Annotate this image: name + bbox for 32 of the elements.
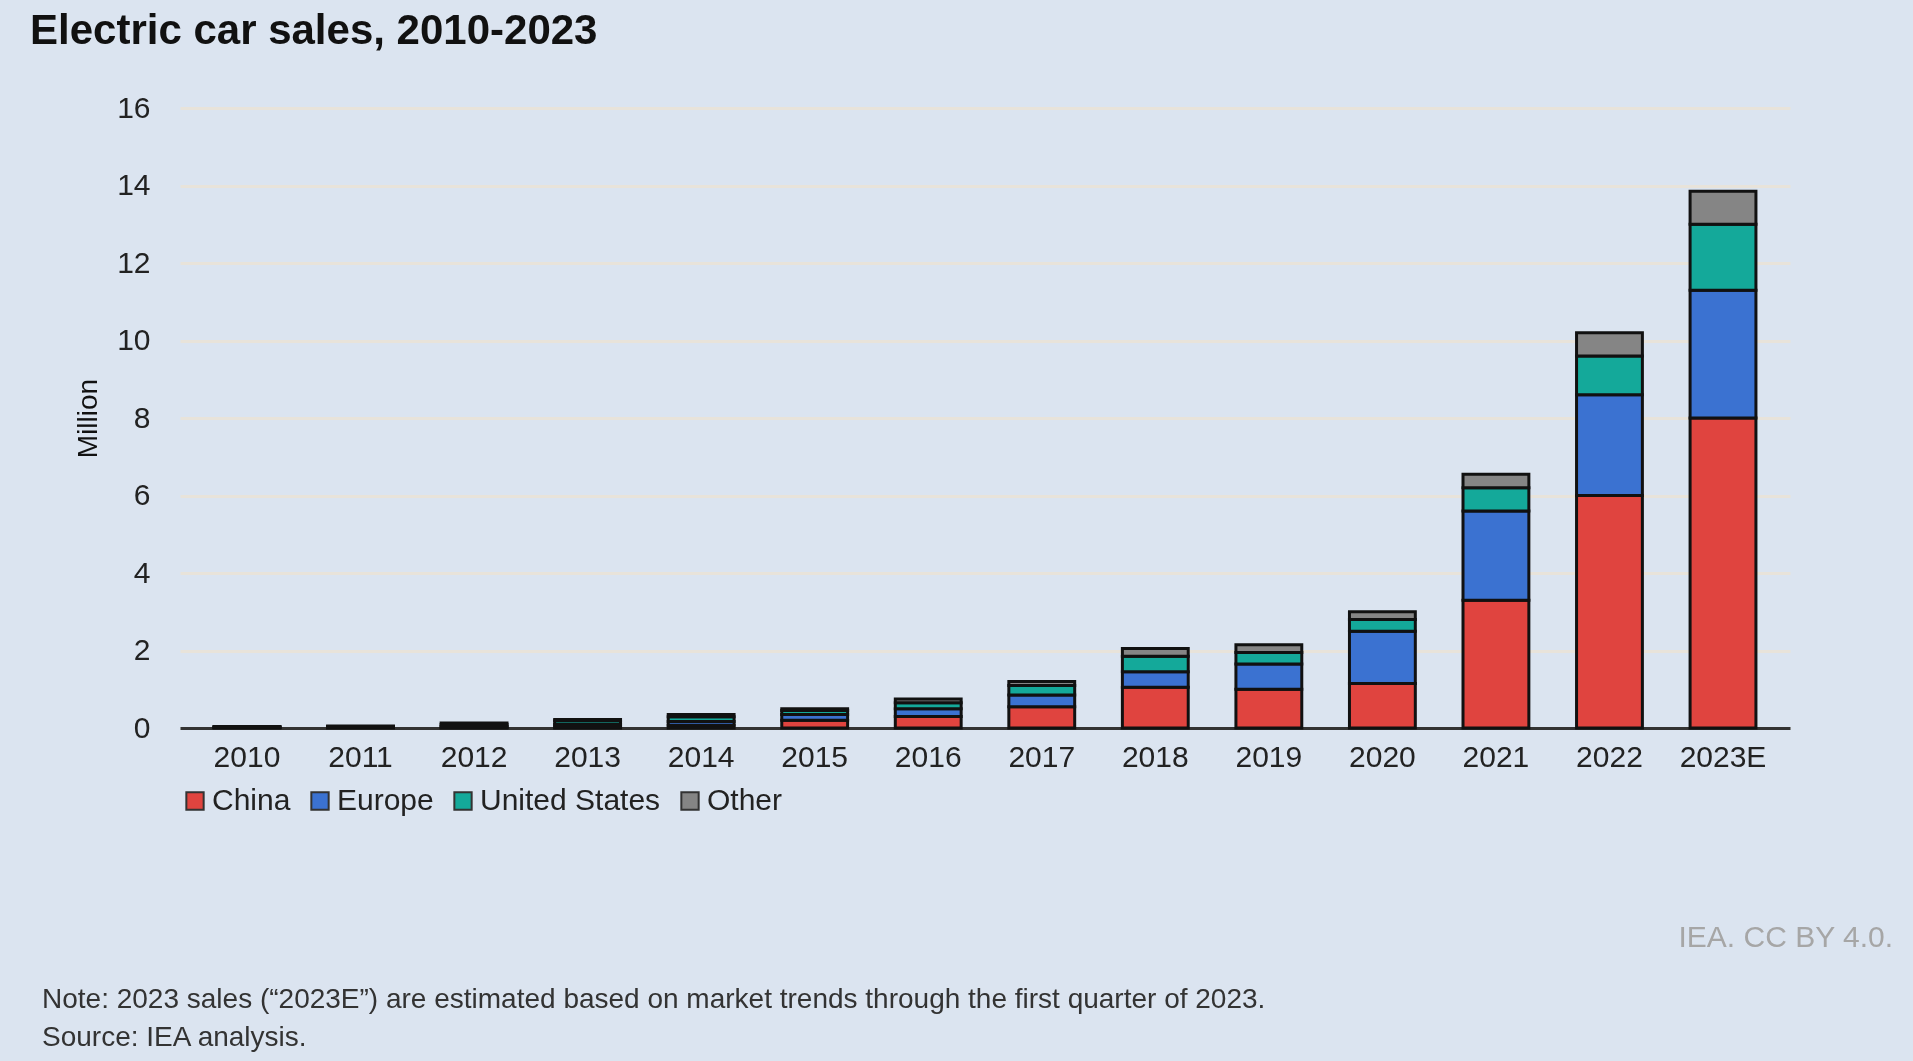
text: IEA. CC BY 4.0. [1678, 920, 1893, 954]
x-tick-label: 2017 [1008, 739, 1076, 773]
text: Note: 2023 sales (“2023E”) are estimated based on market trends through the first quarter of 2023. [42, 982, 1266, 1016]
x-tick-label: 2019 [1235, 739, 1303, 773]
y-tick-label: 16 [117, 90, 151, 124]
source-note: Source: IEA analysis. [42, 1020, 308, 1054]
y-tick-label: 2 [133, 633, 151, 666]
y-tick-label: 12 [117, 245, 151, 279]
y-axis-title: Million [72, 378, 104, 459]
y-tick-label: 10 [117, 323, 151, 356]
y-tick-label: 8 [133, 400, 151, 434]
x-tick-label: 2018 [1121, 739, 1189, 773]
x-tick-label: 2016 [894, 739, 962, 773]
x-tick-label: 2021 [1462, 739, 1530, 773]
legend-label: Europe [337, 783, 434, 816]
x-tick-label: 2022 [1576, 739, 1643, 773]
legend-label: China [212, 783, 291, 816]
legend-label: Other [707, 783, 783, 816]
y-tick-label: 14 [117, 168, 151, 201]
y-tick-label: 6 [133, 478, 151, 511]
x-tick-label: 2010 [213, 739, 281, 773]
y-tick-label: 0 [133, 710, 151, 744]
x-tick-label: 2020 [1349, 739, 1416, 773]
legend-label: United States [480, 783, 661, 816]
x-tick-label: 2014 [667, 739, 735, 773]
x-tick-label: 2023E [1679, 739, 1767, 773]
x-tick-label: 2015 [781, 739, 849, 773]
x-tick-label: 2011 [328, 739, 393, 773]
chart-title: Electric car sales, 2010-2023 [30, 6, 598, 53]
y-tick-label: 4 [133, 555, 151, 589]
x-tick-label: 2013 [554, 739, 621, 773]
x-tick-label: 2012 [440, 739, 508, 773]
